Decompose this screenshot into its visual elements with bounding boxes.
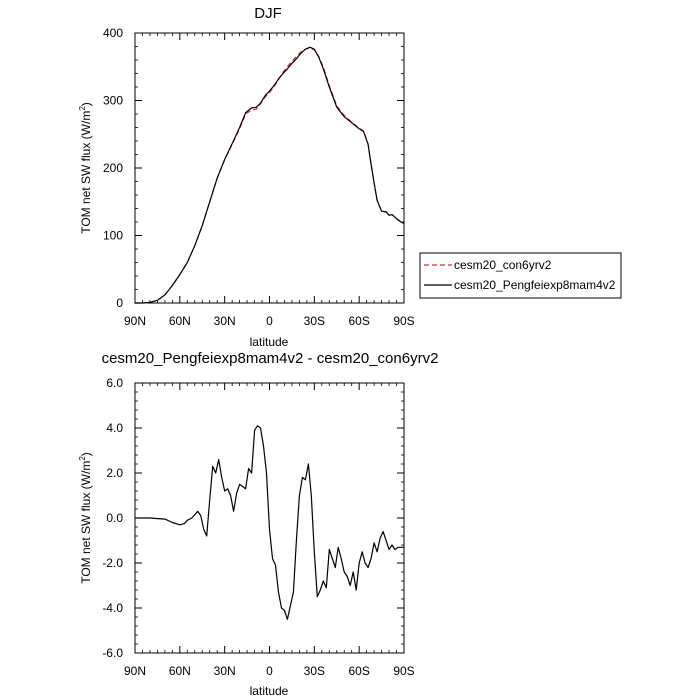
x-tick-label: 30N xyxy=(214,664,236,678)
x-tick-label: 90S xyxy=(393,664,414,678)
y-tick-label: 4.0 xyxy=(106,421,123,435)
y-tick-label: 400 xyxy=(103,26,123,40)
plot-frame xyxy=(134,32,405,304)
series-line-1 xyxy=(135,47,405,304)
x-tick-label: 60S xyxy=(348,314,369,328)
y-tick-label: 6.0 xyxy=(106,376,123,390)
top-panel-legend: cesm20_con6yrv2 cesm20_Pengfeiexp8mam4v2 xyxy=(419,252,622,299)
bottom-panel-ylabel: TOM net SW flux (W/m2) xyxy=(78,452,93,584)
y-tick-label: 2.0 xyxy=(106,466,123,480)
legend-label-series-1: cesm20_con6yrv2 xyxy=(454,258,552,272)
y-tick-label: 200 xyxy=(103,161,123,175)
y-tick-label: 100 xyxy=(103,229,123,243)
x-tick-label: 90S xyxy=(393,314,414,328)
x-tick-label: 60N xyxy=(169,314,191,328)
plot-frame xyxy=(134,382,405,654)
x-tick-label: 90N xyxy=(124,664,146,678)
top-panel: DJF TOM net SW flux (W/m2) latitude 90N 6… xyxy=(78,5,415,349)
y-tick-label: 0.0 xyxy=(106,511,123,525)
x-tick-label: 0 xyxy=(266,314,273,328)
x-tick-label: 30S xyxy=(304,314,325,328)
bottom-panel: cesm20_Pengfeiexp8mam4v2 - cesm20_con6yr… xyxy=(78,350,438,698)
legend-box xyxy=(419,252,622,299)
y-tick-label: -2.0 xyxy=(102,556,123,570)
bottom-panel-title: cesm20_Pengfeiexp8mam4v2 - cesm20_con6yr… xyxy=(102,350,439,367)
series-line-2 xyxy=(135,46,405,304)
x-tick-label: 30N xyxy=(214,314,236,328)
y-tick-label: -4.0 xyxy=(102,601,123,615)
top-panel-xlabel: latitude xyxy=(250,335,289,349)
y-tick-label: -6.0 xyxy=(102,646,123,660)
x-tick-label: 30S xyxy=(304,664,325,678)
series-line-1 xyxy=(135,425,404,620)
bottom-panel-xlabel: latitude xyxy=(250,684,289,698)
top-panel-ylabel: TOM net SW flux (W/m2) xyxy=(78,102,93,234)
top-panel-title: DJF xyxy=(254,5,282,22)
x-tick-label: 60N xyxy=(169,664,191,678)
x-tick-label: 90N xyxy=(124,314,146,328)
x-tick-label: 0 xyxy=(266,664,273,678)
y-tick-label: 300 xyxy=(103,94,123,108)
legend-label-series-2: cesm20_Pengfeiexp8mam4v2 xyxy=(454,278,616,292)
x-tick-label: 60S xyxy=(348,664,369,678)
y-tick-label: 0 xyxy=(116,296,123,310)
